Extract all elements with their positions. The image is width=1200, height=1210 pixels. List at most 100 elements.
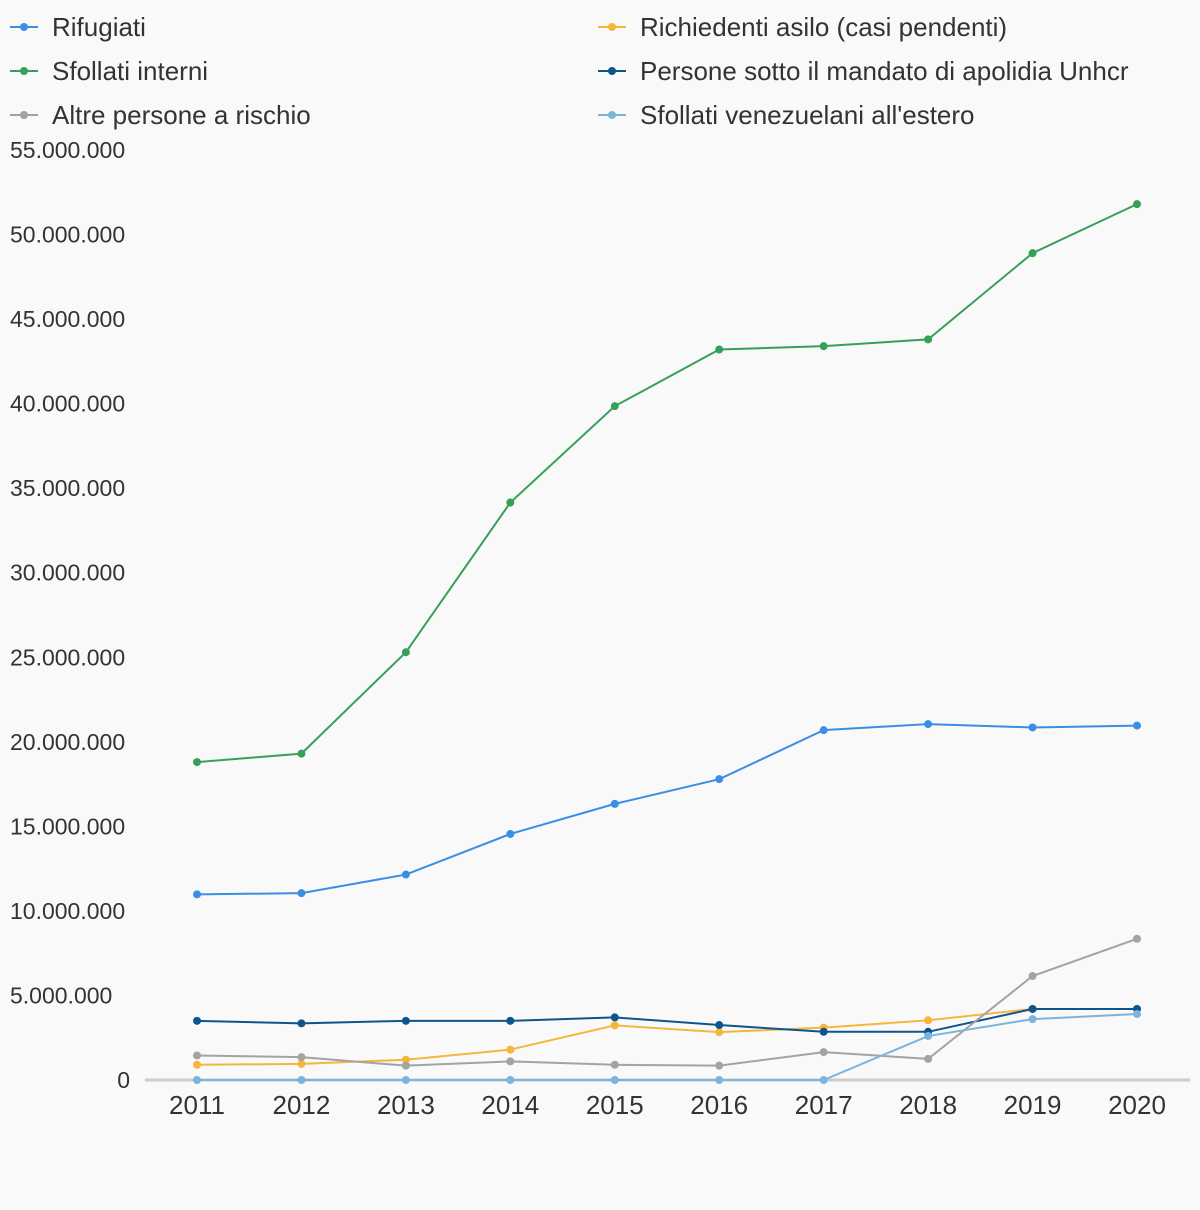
data-point[interactable] — [924, 1054, 933, 1063]
legend-label: Rifugiati — [52, 11, 146, 42]
y-tick-label: 55.000.000 — [10, 137, 125, 163]
legend-label: Persone sotto il mandato di apolidia Unh… — [640, 55, 1129, 86]
data-point[interactable] — [610, 1060, 619, 1069]
legend-label: Sfollati interni — [52, 55, 209, 86]
legend-label: Sfollati venezuelani all'estero — [640, 99, 975, 130]
data-point[interactable] — [193, 1076, 201, 1084]
x-tick-label: 2011 — [169, 1090, 225, 1120]
legend-swatch — [10, 23, 38, 31]
data-point[interactable] — [297, 889, 306, 898]
y-tick-label: 40.000.000 — [10, 391, 125, 417]
data-point[interactable] — [297, 749, 306, 758]
x-tick-label: 2013 — [377, 1090, 435, 1120]
y-tick-label: 45.000.000 — [10, 306, 125, 332]
data-point[interactable] — [715, 1076, 724, 1084]
data-point[interactable] — [193, 1051, 201, 1060]
x-tick-label: 2012 — [273, 1090, 331, 1120]
data-point[interactable] — [401, 870, 410, 879]
data-point[interactable] — [297, 1076, 306, 1084]
data-point[interactable] — [1028, 1015, 1037, 1024]
series-4 — [193, 934, 1141, 1070]
series-layer — [193, 200, 1141, 1084]
legend-item[interactable]: Persone sotto il mandato di apolidia Unh… — [598, 55, 1129, 86]
y-tick-label: 20.000.000 — [10, 729, 125, 755]
y-tick-label: 5.000.000 — [10, 982, 112, 1008]
data-point[interactable] — [715, 1028, 724, 1037]
data-point[interactable] — [506, 829, 515, 838]
legend-swatch — [10, 67, 38, 75]
data-point[interactable] — [193, 758, 201, 767]
data-point[interactable] — [715, 345, 724, 354]
data-point[interactable] — [1028, 723, 1037, 732]
series-line — [196, 1007, 1137, 1033]
data-point[interactable] — [610, 799, 619, 808]
x-tick-label: 2016 — [690, 1090, 748, 1120]
x-axis-tick-labels: 2011 2012 2013 2014 2015 2016 2017 2018 2019 2020 — [169, 1090, 1166, 1120]
data-point[interactable] — [297, 1053, 306, 1062]
data-point[interactable] — [1133, 200, 1141, 209]
y-tick-label: 15.000.000 — [10, 813, 125, 839]
data-point[interactable] — [401, 1055, 410, 1064]
legend-item[interactable]: Sfollati venezuelani all'estero — [598, 99, 975, 130]
data-point[interactable] — [610, 1013, 619, 1022]
data-point[interactable] — [924, 1032, 933, 1041]
data-point[interactable] — [193, 1016, 201, 1025]
data-point[interactable] — [819, 342, 828, 351]
legend-item[interactable]: Altre persone a rischio — [10, 100, 311, 130]
data-point[interactable] — [401, 1061, 410, 1070]
data-point[interactable] — [819, 1048, 828, 1057]
data-point[interactable] — [1133, 934, 1141, 943]
data-point[interactable] — [610, 1076, 619, 1084]
data-point[interactable] — [1028, 249, 1037, 258]
series-line — [196, 203, 1138, 764]
data-point[interactable] — [819, 1027, 828, 1036]
legend-swatch — [598, 111, 626, 119]
legend: Rifugiati Richiedenti asilo (casi pendent… — [0, 0, 1200, 140]
data-point[interactable] — [924, 1016, 933, 1025]
data-point[interactable] — [1133, 721, 1141, 730]
data-point[interactable] — [297, 1059, 306, 1068]
x-tick-label: 2015 — [586, 1090, 644, 1120]
y-tick-label: 25.000.000 — [10, 644, 125, 670]
x-tick-label: 2017 — [795, 1090, 853, 1120]
data-point[interactable] — [610, 402, 619, 411]
series-0 — [193, 720, 1141, 899]
series-2 — [193, 200, 1141, 767]
data-point[interactable] — [193, 890, 201, 899]
series-line — [196, 723, 1138, 896]
data-point[interactable] — [506, 1045, 515, 1054]
data-point[interactable] — [401, 1016, 410, 1025]
y-tick-label: 30.000.000 — [10, 560, 125, 586]
data-point[interactable] — [819, 1076, 828, 1084]
x-tick-label: 2020 — [1108, 1090, 1166, 1120]
y-tick-label: 50.000.000 — [10, 222, 125, 248]
data-point[interactable] — [715, 1021, 724, 1030]
data-point[interactable] — [1028, 972, 1037, 981]
legend-item[interactable]: Rifugiati — [10, 11, 146, 42]
data-point[interactable] — [401, 1076, 410, 1084]
series-line — [196, 937, 1138, 1067]
legend-swatch — [10, 111, 38, 119]
data-point[interactable] — [506, 1057, 515, 1066]
data-point[interactable] — [506, 1076, 515, 1084]
data-point[interactable] — [297, 1019, 306, 1028]
data-point[interactable] — [506, 498, 515, 507]
data-point[interactable] — [1133, 1010, 1141, 1019]
x-tick-label: 2018 — [899, 1090, 957, 1120]
data-point[interactable] — [506, 1016, 515, 1025]
x-tick-label: 2014 — [481, 1090, 539, 1120]
data-point[interactable] — [715, 775, 724, 784]
data-point[interactable] — [924, 720, 933, 729]
data-point[interactable] — [610, 1021, 619, 1030]
data-point[interactable] — [401, 648, 410, 657]
legend-item[interactable]: Sfollati interni — [10, 55, 209, 86]
data-point[interactable] — [924, 335, 933, 344]
series-3 — [193, 1004, 1141, 1036]
data-point[interactable] — [715, 1061, 724, 1070]
y-axis-tick-labels: 0 5.000.000 10.000.000 15.000.000 20.000.000… — [10, 137, 130, 1093]
data-point[interactable] — [819, 726, 828, 735]
data-point[interactable] — [1028, 1004, 1037, 1013]
data-point[interactable] — [193, 1060, 201, 1069]
legend-item[interactable]: Richiedenti asilo (casi pendenti) — [598, 12, 1007, 42]
